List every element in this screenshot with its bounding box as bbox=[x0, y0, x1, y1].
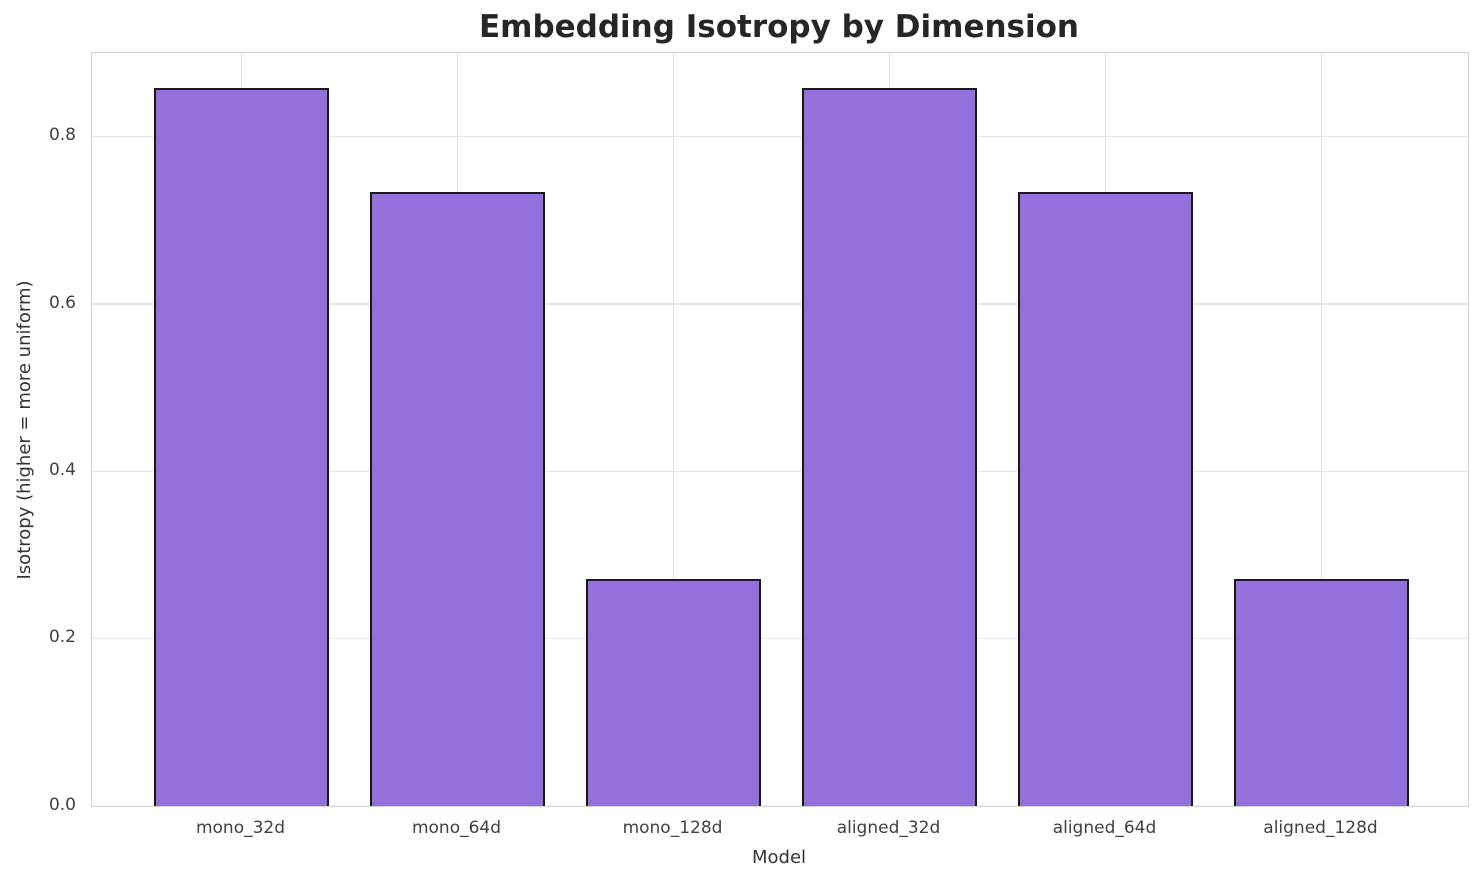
gridline-y-0.2 bbox=[92, 637, 1468, 640]
x-tick-label-mono_32d: mono_32d bbox=[195, 818, 286, 838]
gridline-y-0.6 bbox=[92, 303, 1468, 305]
y-tick-label: 0.8 bbox=[48, 125, 76, 146]
y-tick-label: 0.0 bbox=[48, 794, 76, 815]
y-tick-label: 0.4 bbox=[48, 459, 76, 480]
gridline-y-0.4 bbox=[92, 470, 1468, 473]
y-axis-label: Isotropy (higher = more uniform) bbox=[14, 280, 35, 580]
bar-mono_32d bbox=[154, 88, 329, 806]
x-tick-label-mono_64d: mono_64d bbox=[411, 818, 502, 838]
x-axis-label: Model bbox=[751, 847, 807, 868]
gridline-x-aligned_128d bbox=[1320, 53, 1323, 806]
gridline-y-0.8 bbox=[92, 135, 1468, 138]
x-tick-label-aligned_32d: aligned_32d bbox=[836, 818, 941, 838]
x-tick-label-aligned_128d: aligned_128d bbox=[1263, 818, 1378, 838]
bar-mono_128d bbox=[586, 579, 761, 806]
plot-area bbox=[91, 52, 1469, 807]
gridline-x-mono_128d bbox=[672, 53, 675, 806]
chart-title: Embedding Isotropy by Dimension bbox=[478, 9, 1080, 45]
bar-aligned_32d bbox=[802, 88, 977, 806]
y-tick-label: 0.6 bbox=[48, 292, 76, 313]
x-tick-label-mono_128d: mono_128d bbox=[622, 818, 723, 838]
x-tick-label-aligned_64d: aligned_64d bbox=[1052, 818, 1157, 838]
y-tick-label: 0.2 bbox=[48, 627, 76, 648]
bar-aligned_64d bbox=[1018, 191, 1193, 806]
bar-aligned_128d bbox=[1234, 579, 1409, 806]
bar-mono_64d bbox=[370, 191, 545, 806]
